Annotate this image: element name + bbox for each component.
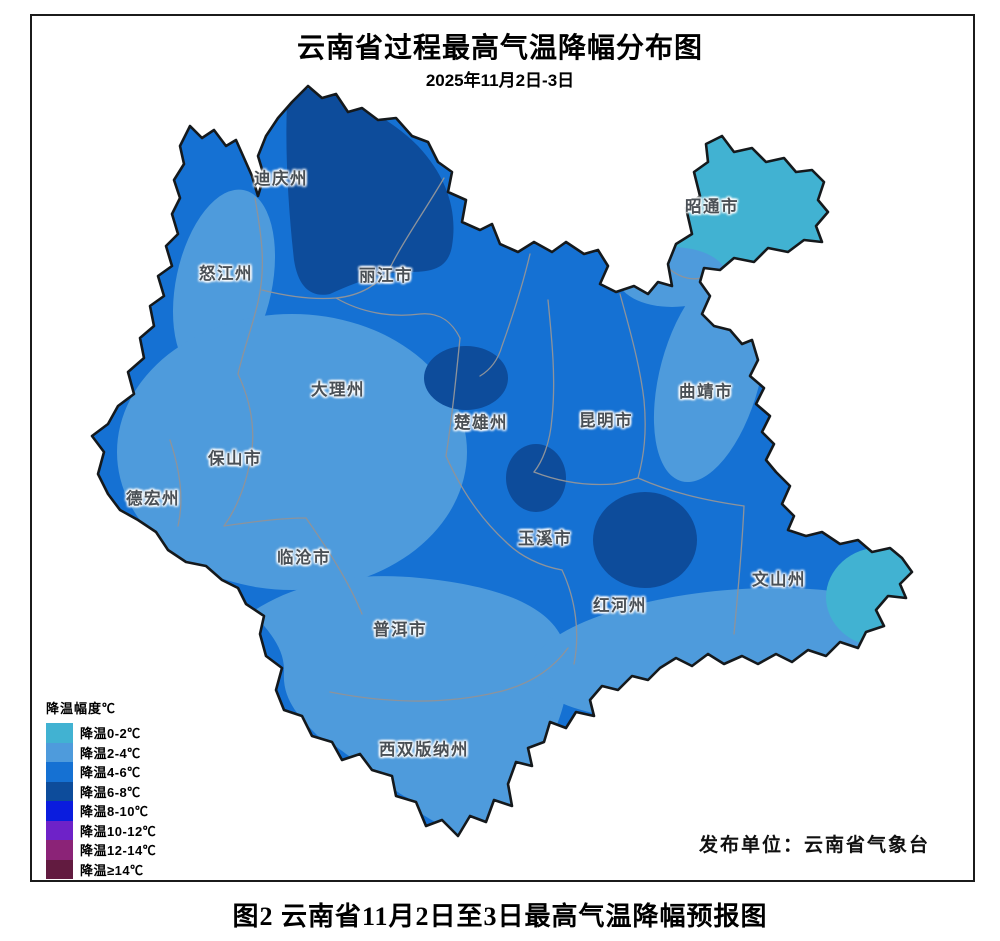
region-label-honghe: 红河州 [593,597,647,615]
legend-row: 降温2-4℃ [46,742,156,762]
region-label-nujiang: 怒江州 [199,265,253,283]
region-label-xishuangbanna: 西双版纳州 [379,741,469,759]
legend-label: 降温12-14℃ [80,843,157,859]
region-label-yuxi: 玉溪市 [518,530,572,548]
map-subtitle: 2025年11月2日-3日 [425,71,575,90]
band-6-8-kunming-yuxi-patch [506,444,566,512]
legend-label: 降温4-6℃ [80,765,141,781]
legend-row: 降温≥14℃ [46,859,156,879]
map-title: 云南省过程最高气温降幅分布图 [296,32,703,63]
legend-row: 降温6-8℃ [46,781,156,801]
band-6-8-northwest-wedge [286,86,454,295]
band-6-8-honghe-patch [593,492,697,588]
band-2-4-south-blob [252,576,569,836]
band-2-4-west-blob [117,314,467,590]
region-label-lincang: 临沧市 [277,549,331,567]
legend-label: 降温6-8℃ [80,784,141,800]
legend-swatch-6-8 [46,781,73,801]
legend-row: 降温8-10℃ [46,801,156,821]
legend-swatch-12-14 [46,840,73,860]
legend-swatch-8-10 [46,801,73,821]
legend-title: 降温幅度℃ [46,701,117,716]
legend-label: 降温10-12℃ [80,823,157,839]
region-label-diqing: 迪庆州 [254,170,308,188]
publisher-line: 发布单位：云南省气象台 [698,835,930,856]
region-label-chuxiong: 楚雄州 [454,414,508,432]
legend-label: 降温2-4℃ [80,745,141,761]
region-label-kunming: 昆明市 [579,412,633,430]
legend-row: 降温12-14℃ [46,840,156,860]
region-label-wenshan: 文山州 [752,571,806,589]
legend-label: 降温≥14℃ [80,862,144,878]
region-label-puer: 普洱市 [373,621,427,639]
region-label-qujing: 曲靖市 [679,383,733,401]
legend-label: 降温0-2℃ [80,726,141,742]
legend-swatch-10-12 [46,820,73,840]
legend: 降温幅度℃ 降温0-2℃ 降温2-4℃ 降温4-6℃ 降温6-8℃ 降温8-10… [46,698,156,879]
legend-swatch-0-2 [46,723,73,743]
legend-row: 降温4-6℃ [46,762,156,782]
region-label-dehong: 德宏州 [126,490,180,508]
legend-swatch-4-6 [46,762,73,782]
region-label-baoshan: 保山市 [208,450,262,468]
legend-swatch-ge-14 [46,859,73,879]
legend-row: 降温0-2℃ [46,723,156,743]
prefecture-borders [169,177,745,702]
band-6-8-chuxiong-patch [424,346,508,410]
legend-swatch-2-4 [46,742,73,762]
figure-caption: 图2 云南省11月2日至3日最高气温降幅预报图 [232,902,768,931]
legend-label: 降温8-10℃ [80,804,149,820]
legend-row: 降温10-12℃ [46,820,157,840]
region-label-zhaotong: 昭通市 [685,198,739,216]
region-label-lijiang: 丽江市 [359,267,413,285]
map-frame [30,14,975,882]
region-label-dali: 大理州 [311,381,365,399]
